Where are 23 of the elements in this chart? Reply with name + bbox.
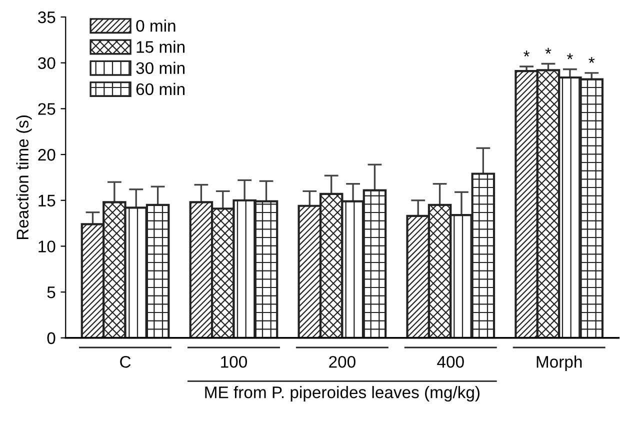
x-tick-label: Morph <box>536 356 582 372</box>
y-axis-title: Reaction time (s) <box>16 115 32 240</box>
annotation: * <box>545 48 552 54</box>
y-tick-label: 5 <box>47 286 56 298</box>
y-tick-label: 30 <box>38 57 56 70</box>
y-tick-label: 25 <box>38 103 56 115</box>
legend-label: 60 min <box>136 82 184 96</box>
y-tick-label: 35 <box>38 11 56 24</box>
y-tick-label: 20 <box>38 148 56 161</box>
annotation: * <box>588 57 595 63</box>
x-tick-label: 200 <box>329 356 356 368</box>
x-axis-title: ME from P. piperoides leaves (mg/kg) <box>205 386 480 402</box>
y-tick-label: 0 <box>47 332 56 344</box>
y-tick-label: 10 <box>38 240 56 252</box>
x-tick-label: 100 <box>221 356 247 368</box>
annotation: * <box>566 53 573 60</box>
legend-label: 30 min <box>136 62 184 74</box>
x-tick-label: 400 <box>437 356 464 368</box>
y-tick-label: 15 <box>38 194 56 207</box>
legend-label: 0 min <box>136 20 176 32</box>
legend-label: 15 min <box>136 40 184 53</box>
x-tick-label: C <box>120 356 131 368</box>
annotation: * <box>524 50 530 57</box>
